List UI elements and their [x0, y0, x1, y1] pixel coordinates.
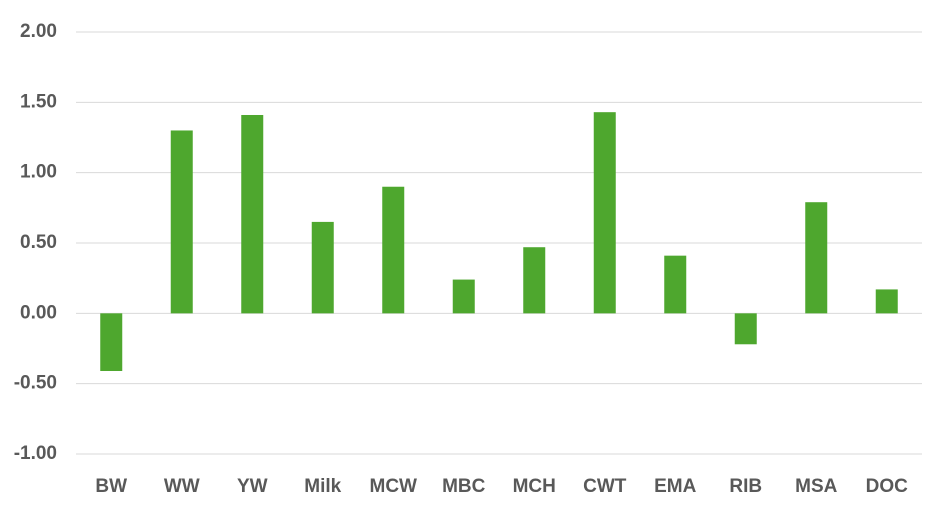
bar — [382, 186, 405, 314]
x-tick-label: RIB — [729, 476, 762, 497]
y-tick-label: 1.50 — [20, 91, 57, 112]
y-tick-label: -0.50 — [14, 373, 57, 394]
x-tick-label: EMA — [654, 476, 697, 497]
x-tick-label: BW — [95, 476, 127, 497]
x-tick-label: Milk — [304, 476, 341, 497]
bar — [241, 114, 264, 314]
bar — [170, 130, 193, 314]
bar — [805, 202, 828, 314]
y-tick-label: 1.00 — [20, 162, 57, 183]
bar — [523, 247, 546, 314]
y-tick-label: 2.00 — [20, 21, 57, 42]
x-tick-label: MSA — [795, 476, 838, 497]
x-tick-label: WW — [164, 476, 200, 497]
y-tick-label: 0.00 — [20, 302, 57, 323]
bar — [311, 221, 334, 314]
x-tick-label: MBC — [442, 476, 486, 497]
y-tick-label: 0.50 — [20, 232, 57, 253]
bar — [452, 279, 475, 314]
x-tick-label: MCW — [370, 476, 418, 497]
bar — [875, 289, 898, 314]
y-tick-label: -1.00 — [14, 443, 57, 464]
bar — [734, 313, 757, 345]
bar — [593, 112, 616, 314]
bar — [100, 313, 123, 372]
x-tick-label: CWT — [583, 476, 627, 497]
x-tick-label: DOC — [866, 476, 909, 497]
x-tick-label: MCH — [513, 476, 556, 497]
bar — [664, 255, 687, 314]
x-tick-label: YW — [237, 476, 268, 497]
